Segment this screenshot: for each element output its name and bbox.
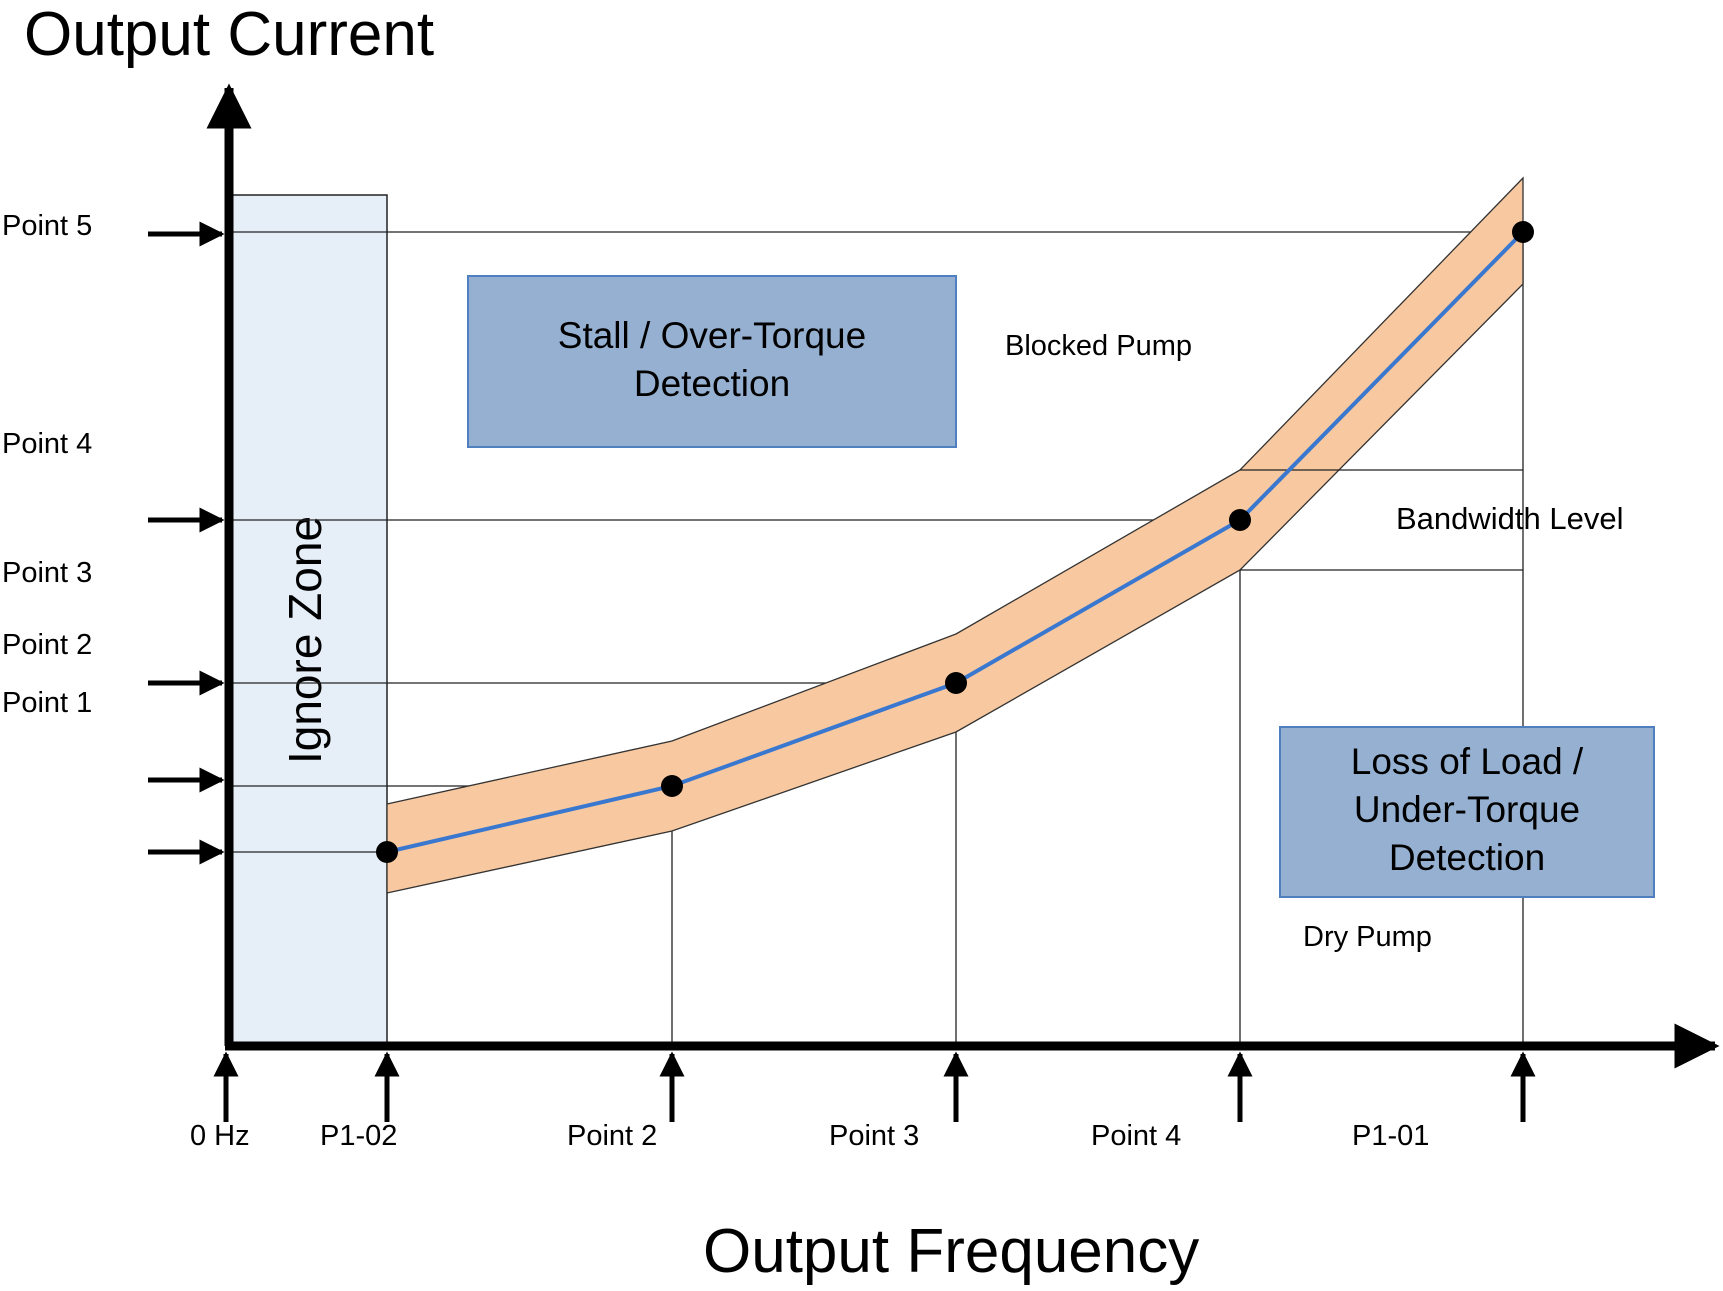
y-axis-title: Output Current xyxy=(24,0,434,69)
x-label-point-4: Point 4 xyxy=(1091,1120,1181,1152)
stall-box-line2: Detection xyxy=(634,363,790,404)
y-label-point-5: Point 5 xyxy=(2,210,92,242)
y-label-point-3: Point 3 xyxy=(2,557,92,589)
curve-point-4 xyxy=(1229,509,1251,531)
x-label-p1-01: P1-01 xyxy=(1352,1120,1429,1152)
curve-point-3 xyxy=(945,672,967,694)
loss-of-load-box xyxy=(1279,726,1655,898)
x-axis-title: Output Frequency xyxy=(703,1217,1199,1286)
x-reference-lines xyxy=(671,232,1524,1046)
y-label-point-4: Point 4 xyxy=(2,428,92,460)
ignore-zone-label: Ignore Zone xyxy=(279,516,331,764)
stall-box-line1: Stall / Over-Torque xyxy=(558,315,866,356)
dry-pump-label: Dry Pump xyxy=(1303,921,1432,953)
x-marker-arrows xyxy=(213,1051,1536,1122)
y-marker-arrows xyxy=(148,221,225,865)
curve-points xyxy=(376,221,1534,863)
loss-box-line1: Loss of Load / xyxy=(1351,741,1584,782)
curve-point-1 xyxy=(376,841,398,863)
x-label-point-2: Point 2 xyxy=(567,1120,657,1152)
x-label-p1-02: P1-02 xyxy=(320,1120,397,1152)
y-reference-lines xyxy=(229,231,1523,853)
x-label-0hz: 0 Hz xyxy=(190,1120,250,1152)
y-label-point-2: Point 2 xyxy=(2,629,92,661)
loss-box-line2: Under-Torque xyxy=(1354,789,1580,830)
bandwidth-band xyxy=(386,176,1524,894)
curve-point-2 xyxy=(661,775,683,797)
ignore-zone-region xyxy=(228,194,388,1047)
loss-box-line3: Detection xyxy=(1389,837,1545,878)
blocked-pump-label: Blocked Pump xyxy=(1005,330,1192,362)
stall-detection-box xyxy=(467,275,957,448)
y-label-point-1: Point 1 xyxy=(2,687,92,719)
x-label-point-3: Point 3 xyxy=(829,1120,919,1152)
curve-point-5 xyxy=(1512,221,1534,243)
bandwidth-level-label: Bandwidth Level xyxy=(1396,501,1624,536)
